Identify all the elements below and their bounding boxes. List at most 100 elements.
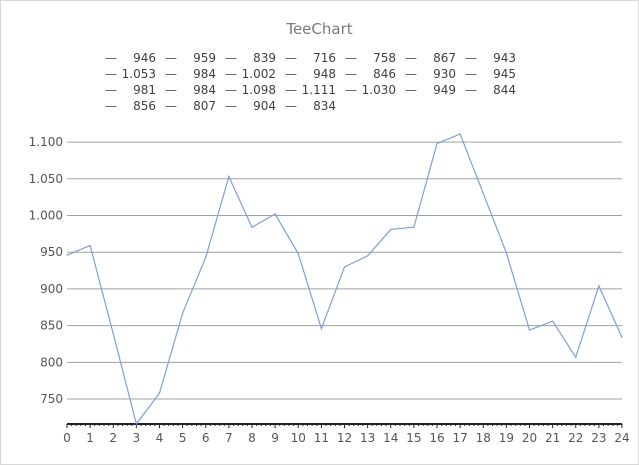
legend-line-icon: — — [285, 67, 297, 81]
legend-line-icon: — — [165, 67, 177, 81]
legend-item: — 984 — [165, 82, 225, 98]
data-point — [89, 244, 91, 247]
legend-line-icon: — — [225, 99, 237, 113]
x-tick-label: 17 — [452, 431, 467, 445]
legend-line-icon: — — [405, 67, 417, 81]
data-point — [66, 254, 68, 256]
legend-item: — 844 — [465, 82, 525, 98]
legend-label: 834 — [313, 99, 336, 113]
legend-item: — 856 — [105, 98, 165, 114]
x-tick-label: 4 — [156, 431, 164, 445]
x-tick-label: 18 — [476, 431, 491, 445]
x-tick-label: 1 — [86, 431, 94, 445]
data-point — [274, 213, 276, 215]
x-tick-label: 12 — [337, 431, 352, 445]
y-tick-label: 950 — [40, 245, 63, 259]
legend-line-icon: — — [165, 99, 177, 113]
x-tick-label: 5 — [179, 431, 187, 445]
legend-line-icon: — — [465, 51, 477, 65]
legend-line-icon: — — [345, 67, 357, 81]
legend-label: 959 — [193, 51, 216, 65]
legend-label: 716 — [313, 51, 336, 65]
x-tick-label: 14 — [383, 431, 398, 445]
legend-item: — 834 — [285, 98, 345, 114]
y-tick-label: 750 — [40, 392, 63, 406]
legend-label: 1.053 — [121, 67, 156, 81]
legend-label: 1.030 — [361, 83, 396, 97]
y-tick-label: 1.100 — [29, 135, 63, 149]
legend-item: — 1.053 — [105, 66, 165, 82]
legend-line-icon: — — [105, 99, 117, 113]
legend-line-icon: — — [285, 99, 297, 113]
x-tick-label: 23 — [591, 431, 606, 445]
data-point — [297, 253, 299, 255]
legend-label: 984 — [193, 67, 216, 81]
x-tick-label: 11 — [314, 431, 329, 445]
data-point — [135, 423, 137, 425]
legend-item: — 930 — [405, 66, 465, 82]
legend-label: 949 — [433, 83, 456, 97]
x-tick-label: 16 — [429, 431, 444, 445]
legend-label: 945 — [493, 67, 516, 81]
legend-item: — 867 — [405, 50, 465, 66]
data-point — [228, 175, 230, 178]
legend-item: — 943 — [465, 50, 525, 66]
legend-label: 943 — [493, 51, 516, 65]
legend-item: — 904 — [225, 98, 285, 114]
data-point — [251, 226, 253, 228]
data-point — [598, 285, 600, 287]
legend-item: — 981 — [105, 82, 165, 98]
x-tick-label: 2 — [109, 431, 117, 445]
legend-label: 946 — [133, 51, 156, 65]
legend-line-icon: — — [225, 67, 237, 81]
data-point — [528, 329, 531, 331]
x-tick-label: 7 — [225, 431, 233, 445]
legend-label: 1.002 — [241, 67, 276, 81]
legend-line-icon: — — [405, 83, 417, 97]
data-point — [205, 256, 207, 258]
legend-label: 1.111 — [301, 83, 336, 97]
series-line — [66, 133, 623, 426]
x-tick-label: 3 — [133, 431, 141, 445]
legend-label: 1.098 — [241, 83, 276, 97]
x-tick-label: 21 — [545, 431, 560, 445]
data-point — [552, 320, 554, 322]
legend-label: 807 — [193, 99, 216, 113]
legend-line-icon: — — [465, 67, 477, 81]
y-tick-label: 1.000 — [29, 208, 63, 222]
legend-line-icon: — — [405, 51, 417, 65]
legend-item: — 948 — [285, 66, 345, 82]
data-point — [320, 327, 322, 330]
legend-label: 758 — [373, 51, 396, 65]
legend: — 946 — 959 — 839 — 716 — 758 — 867 — 943 — 1.053 — 984 — 1… — [105, 50, 545, 114]
x-tick-label: 24 — [614, 431, 629, 445]
legend-item: — 959 — [165, 50, 225, 66]
legend-label: 948 — [313, 67, 336, 81]
chart-title: TeeChart — [286, 20, 353, 38]
legend-label: 904 — [253, 99, 276, 113]
y-tick-label: 800 — [40, 355, 63, 369]
legend-line-icon: — — [165, 83, 177, 97]
x-tick-label: 22 — [568, 431, 583, 445]
legend-label: 856 — [133, 99, 156, 113]
legend-line-icon: — — [165, 51, 177, 65]
legend-item: — 949 — [405, 82, 465, 98]
legend-item: — 846 — [345, 66, 405, 82]
data-point — [621, 336, 623, 338]
legend-line-icon: — — [105, 67, 117, 81]
y-tick-label: 1.050 — [29, 172, 63, 186]
data-point — [413, 226, 415, 228]
legend-item: — 946 — [105, 50, 165, 66]
data-point — [575, 356, 577, 358]
x-tick-label: 20 — [522, 431, 537, 445]
data-point — [390, 228, 392, 231]
data-point — [182, 312, 184, 314]
legend-label: 846 — [373, 67, 396, 81]
x-tick-label: 6 — [202, 431, 210, 445]
legend-label: 984 — [193, 83, 216, 97]
legend-item: — 984 — [165, 66, 225, 82]
legend-label: 867 — [433, 51, 456, 65]
x-tick-label: 0 — [63, 431, 71, 445]
